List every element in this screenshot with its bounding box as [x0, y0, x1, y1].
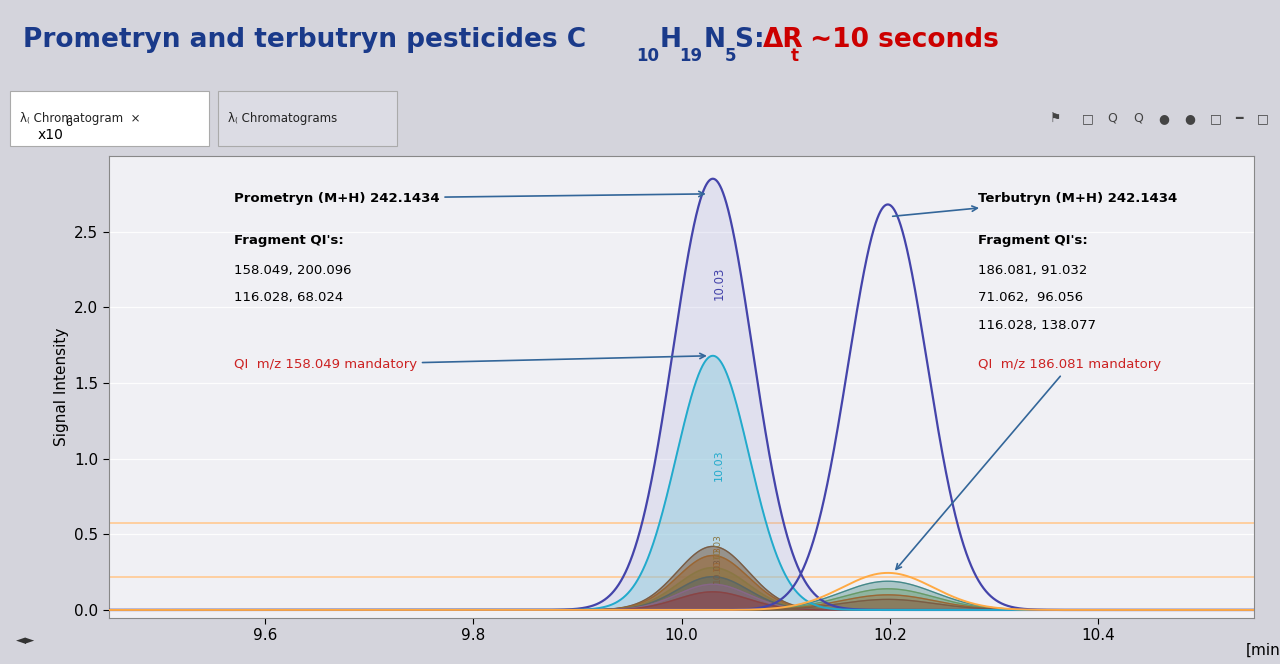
Text: 10: 10	[636, 46, 659, 64]
FancyBboxPatch shape	[218, 92, 397, 147]
Text: 5: 5	[724, 46, 736, 64]
Text: 116.028, 68.024: 116.028, 68.024	[234, 291, 343, 304]
Text: 10.03: 10.03	[713, 533, 722, 558]
X-axis label: [min]: [min]	[1245, 643, 1280, 658]
Text: QI  m/z 186.081 mandatory: QI m/z 186.081 mandatory	[896, 359, 1161, 569]
Text: H: H	[659, 27, 681, 53]
Text: x10: x10	[38, 128, 64, 142]
Text: ━: ━	[1235, 112, 1243, 125]
Text: 10.03: 10.03	[714, 450, 724, 481]
Text: S:: S:	[735, 27, 773, 53]
Text: N: N	[704, 27, 726, 53]
Text: 10.03: 10.03	[713, 544, 722, 570]
Text: Prometryn (M+H) 242.1434: Prometryn (M+H) 242.1434	[234, 191, 704, 205]
Text: ◄►: ◄►	[17, 634, 36, 647]
Text: □: □	[1082, 112, 1093, 125]
Text: ●: ●	[1184, 112, 1194, 125]
Text: λ₍ Chromatogram  ⨯: λ₍ Chromatogram ⨯	[20, 112, 141, 125]
Text: Terbutryn (M+H) 242.1434: Terbutryn (M+H) 242.1434	[892, 192, 1178, 216]
Text: Q: Q	[1107, 112, 1117, 125]
Y-axis label: Signal Intensity: Signal Intensity	[54, 327, 69, 446]
Text: Fragment QI's:: Fragment QI's:	[978, 234, 1088, 247]
Text: 116.028, 138.077: 116.028, 138.077	[978, 319, 1097, 331]
Text: 19: 19	[680, 46, 703, 64]
Text: 10.03: 10.03	[713, 557, 722, 583]
Text: ⚑: ⚑	[1050, 112, 1061, 125]
Text: Fragment QI's:: Fragment QI's:	[234, 234, 343, 247]
Text: ~10 seconds: ~10 seconds	[801, 27, 1000, 53]
Text: Q: Q	[1133, 112, 1143, 125]
Text: QI  m/z 158.049 mandatory: QI m/z 158.049 mandatory	[234, 353, 705, 371]
Text: Prometryn and terbutryn pesticides C: Prometryn and terbutryn pesticides C	[23, 27, 586, 53]
Text: ●: ●	[1158, 112, 1169, 125]
Text: ΔR: ΔR	[763, 27, 804, 53]
Text: 158.049, 200.096: 158.049, 200.096	[234, 264, 351, 277]
Text: □: □	[1257, 112, 1268, 125]
Text: 6: 6	[65, 118, 72, 128]
FancyBboxPatch shape	[10, 92, 209, 147]
Text: 10.03: 10.03	[713, 266, 726, 299]
Text: □: □	[1210, 112, 1221, 125]
Text: 71.062,  96.056: 71.062, 96.056	[978, 291, 1084, 304]
Text: t: t	[791, 46, 799, 64]
Text: λ₍ Chromatograms: λ₍ Chromatograms	[228, 112, 337, 125]
Text: 186.081, 91.032: 186.081, 91.032	[978, 264, 1088, 277]
